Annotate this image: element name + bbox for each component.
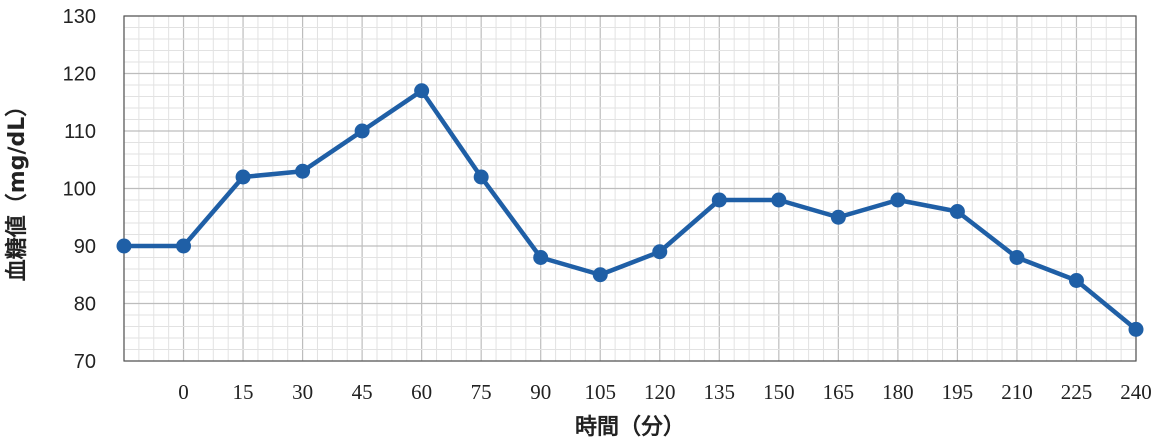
y-tick-label: 80: [74, 294, 96, 316]
y-tick-label: 100: [63, 179, 96, 201]
data-point: [890, 192, 906, 208]
x-tick-label: 210: [1001, 380, 1033, 404]
y-tick-label: 70: [74, 351, 96, 373]
x-tick-label: 225: [1061, 380, 1093, 404]
data-point: [711, 192, 727, 208]
x-tick-label: 180: [882, 380, 914, 404]
data-point: [116, 238, 132, 254]
x-tick-label: 45: [352, 380, 373, 404]
data-point: [414, 83, 430, 99]
data-point: [533, 250, 549, 265]
data-point: [592, 267, 608, 283]
x-axis-ticks: 0 15 30 45 60 75 90 105 120 135 150 165 180 195 210 225…: [178, 380, 1151, 404]
data-point: [652, 244, 668, 260]
x-tick-label: 30: [292, 380, 313, 404]
data-point: [1068, 273, 1084, 288]
x-tick-label: 150: [763, 380, 795, 404]
x-tick-label: 105: [584, 380, 616, 404]
series-layer: [116, 83, 1144, 337]
x-tick-label: 240: [1120, 380, 1152, 404]
x-tick-label: 120: [644, 380, 676, 404]
x-tick-label: 15: [233, 380, 254, 404]
y-axis-ticks: 70 80 90 100 110 120 130: [63, 6, 96, 373]
x-tick-label: 60: [411, 380, 432, 404]
data-point: [1128, 321, 1144, 337]
y-axis-title: 血糖値（mg/dL）: [4, 95, 30, 281]
data-point: [235, 169, 251, 185]
x-tick-label: 165: [823, 380, 855, 404]
y-tick-label: 110: [64, 121, 96, 143]
y-tick-label: 90: [74, 236, 96, 258]
data-point: [949, 204, 965, 219]
series-line: [121, 88, 1139, 332]
data-point: [176, 238, 192, 254]
x-tick-label: 90: [530, 380, 551, 404]
x-tick-label: 195: [942, 380, 974, 404]
x-axis-title: 時間（分）: [575, 415, 685, 440]
data-point: [830, 209, 846, 225]
data-point: [354, 123, 370, 139]
data-point: [295, 163, 311, 179]
y-tick-label: 130: [63, 6, 96, 28]
grid: [123, 15, 1137, 362]
x-tick-label: 0: [178, 380, 189, 404]
plot-frame: [123, 15, 1137, 362]
data-point: [771, 192, 787, 208]
x-tick-label: 135: [704, 380, 736, 404]
y-tick-label: 120: [63, 64, 96, 86]
x-tick-label: 75: [471, 380, 492, 404]
data-point: [1009, 250, 1025, 265]
data-point: [473, 169, 489, 185]
